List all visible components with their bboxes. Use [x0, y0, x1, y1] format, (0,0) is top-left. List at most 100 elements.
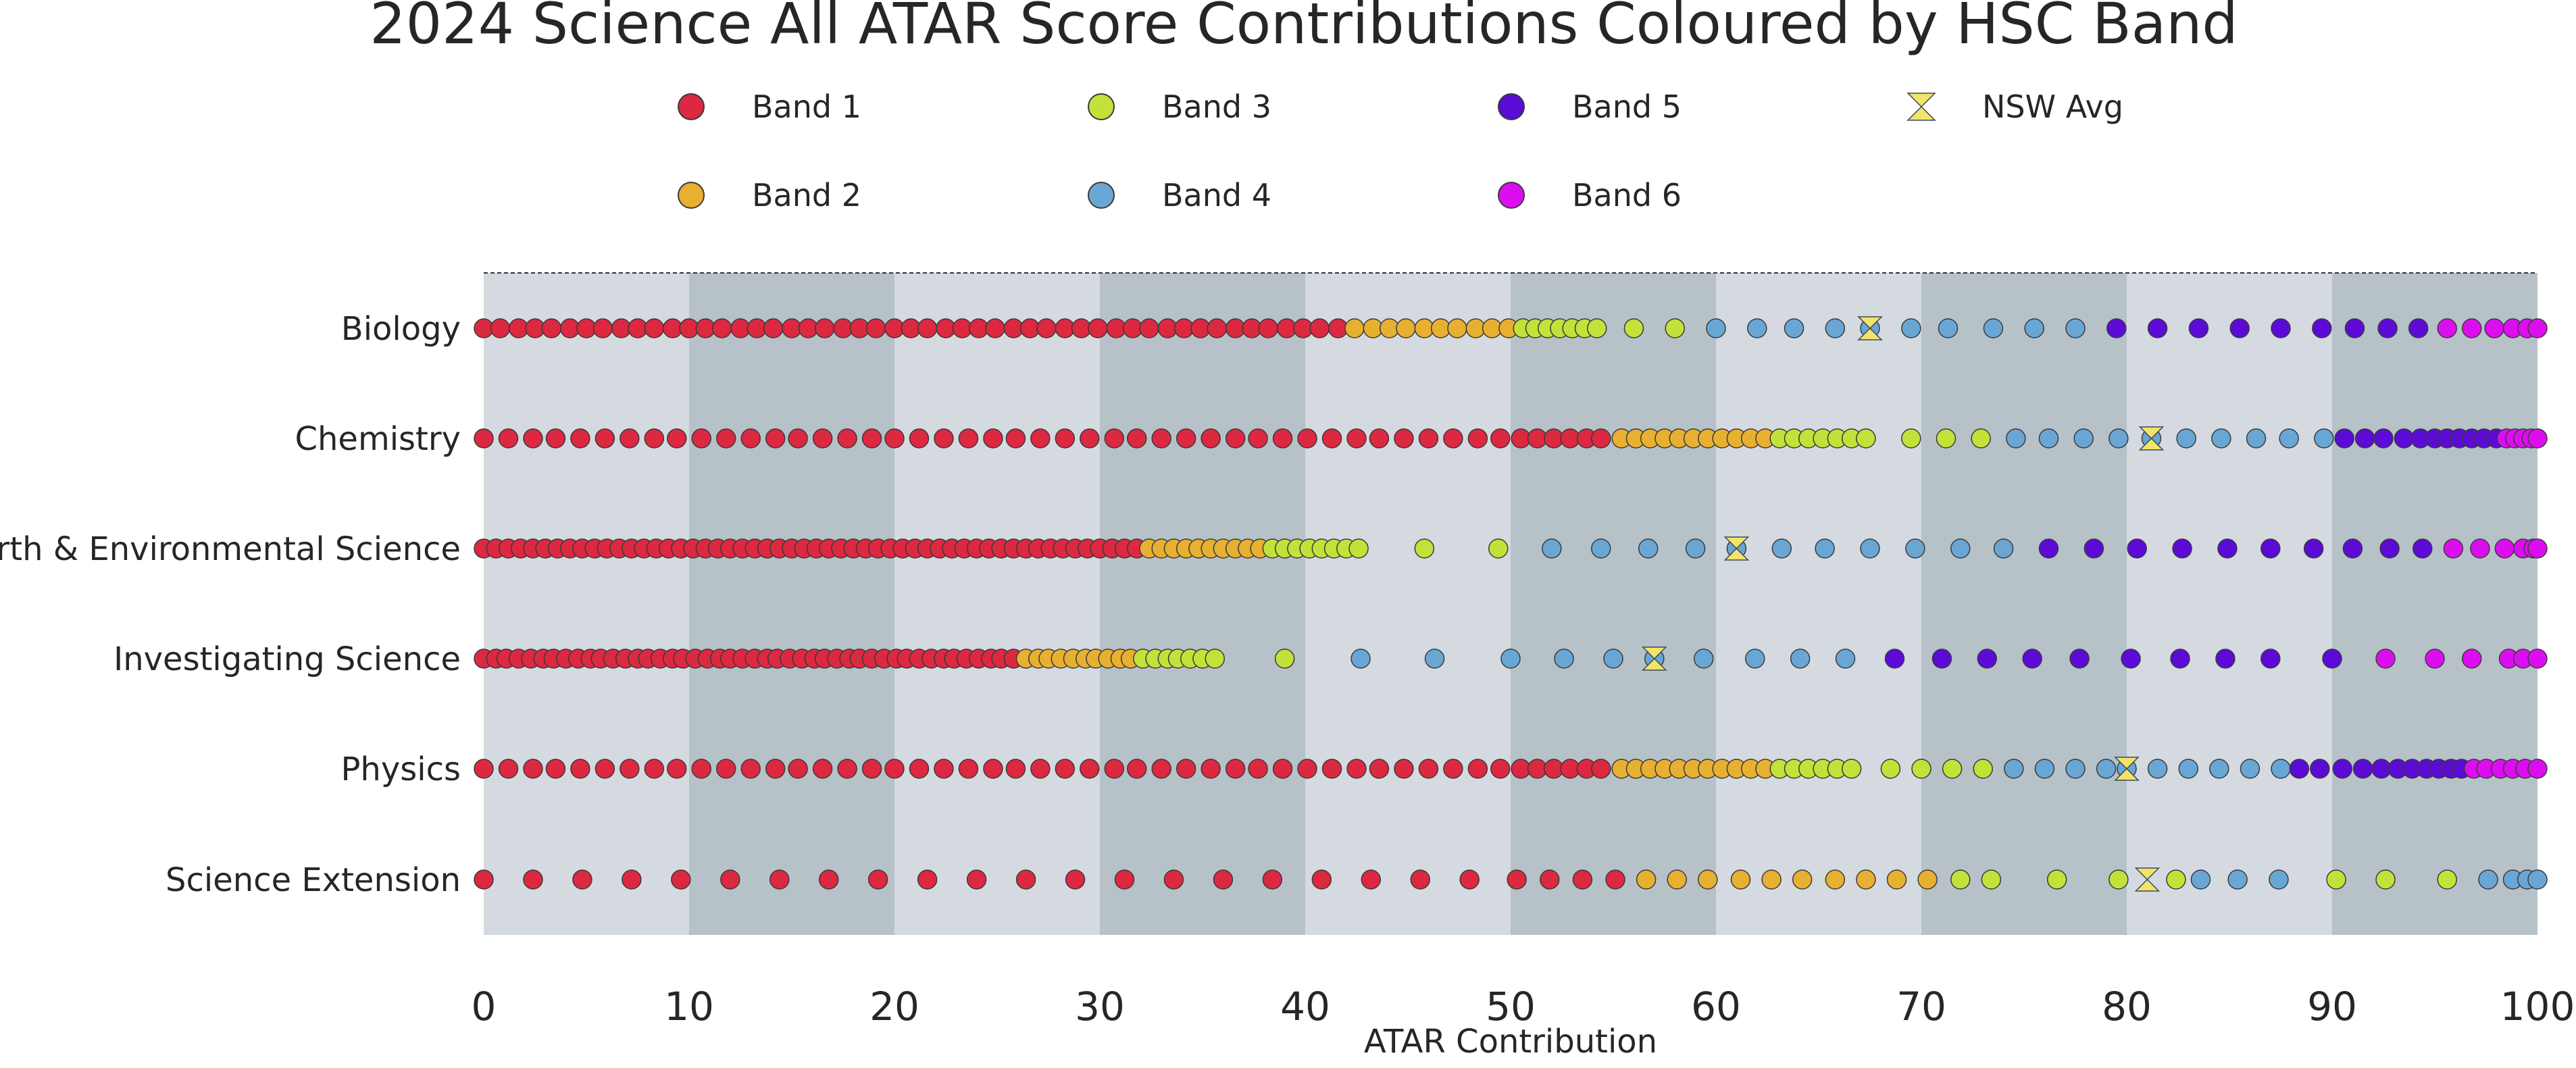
data-point: [1572, 869, 1593, 890]
data-point: [909, 428, 930, 449]
data-point: [474, 428, 494, 449]
data-point: [711, 318, 732, 338]
data-point: [2289, 759, 2310, 779]
data-point: [2303, 538, 2324, 559]
data-point: [1346, 759, 1367, 779]
background-band: [1716, 273, 1921, 935]
nsw-avg-marker: [1641, 646, 1667, 671]
data-point: [2166, 869, 2186, 890]
data-point: [1591, 759, 1611, 779]
data-point: [1443, 428, 1463, 449]
data-point: [1490, 759, 1511, 779]
data-point: [2240, 759, 2261, 779]
data-point: [2527, 869, 2548, 890]
data-point: [740, 759, 761, 779]
x-tick-label: 30: [1075, 984, 1125, 1029]
data-point: [2190, 869, 2211, 890]
data-point: [1225, 428, 1246, 449]
data-point: [1886, 869, 1907, 890]
data-point: [1030, 428, 1051, 449]
data-point: [2106, 318, 2127, 338]
data-point: [2470, 538, 2490, 559]
data-point: [1005, 759, 1026, 779]
data-point: [2004, 759, 2024, 779]
data-point: [1467, 759, 1488, 779]
data-point: [1665, 318, 1685, 338]
data-point: [1369, 428, 1390, 449]
data-point: [523, 759, 543, 779]
category-label: Chemistry: [295, 420, 461, 458]
x-axis-ticks: 0 10 20 30 40 50 60 70 80 90 100: [472, 984, 2575, 1029]
data-point: [2375, 649, 2396, 669]
data-point: [1176, 428, 1196, 449]
data-point: [985, 318, 1005, 338]
data-point: [1977, 649, 1998, 669]
background-band: [894, 273, 1100, 935]
category-label: Biology: [341, 310, 461, 348]
data-point: [1139, 318, 1159, 338]
data-point: [2178, 759, 2198, 779]
data-point: [2314, 428, 2334, 449]
data-point: [1488, 538, 1509, 559]
data-point: [2065, 318, 2086, 338]
data-point: [1981, 869, 2002, 890]
data-point: [1911, 759, 1931, 779]
legend-marker: [678, 182, 705, 209]
data-point: [1055, 759, 1076, 779]
nsw-avg-marker: [2138, 426, 2165, 451]
data-point: [1905, 538, 1925, 559]
x-tick-label: 100: [2500, 984, 2575, 1029]
data-point: [671, 869, 691, 890]
data-point: [644, 759, 665, 779]
data-point: [1055, 428, 1076, 449]
data-point: [2413, 538, 2433, 559]
data-point: [1540, 869, 1560, 890]
data-point: [545, 428, 566, 449]
data-point: [1414, 538, 1435, 559]
data-point: [2073, 428, 2094, 449]
data-point: [1880, 759, 1901, 779]
data-point: [523, 428, 543, 449]
data-point: [1467, 428, 1488, 449]
category-label: Earth & Environmental Science: [0, 530, 461, 568]
data-point: [1603, 649, 1623, 669]
data-point: [1841, 759, 1862, 779]
data-point: [1694, 649, 1714, 669]
data-point: [2271, 759, 2291, 779]
data-point: [1825, 318, 1846, 338]
data-point: [1931, 649, 1952, 669]
data-point: [1248, 428, 1268, 449]
data-point: [1163, 869, 1184, 890]
data-point: [1344, 318, 1365, 338]
data-point: [1005, 428, 1026, 449]
data-point: [2108, 428, 2129, 449]
background-band: [484, 273, 689, 935]
data-point: [2437, 318, 2457, 338]
legend-label: NSW Avg: [1982, 88, 2123, 125]
data-point: [1507, 869, 1527, 890]
data-point: [2271, 318, 2291, 338]
data-point: [2461, 649, 2482, 669]
data-point: [1636, 869, 1657, 890]
data-point: [1591, 428, 1611, 449]
data-point: [1015, 869, 1036, 890]
data-point: [1311, 869, 1332, 890]
data-point: [2246, 428, 2267, 449]
data-point: [541, 318, 562, 338]
data-point: [1698, 869, 1718, 890]
data-point: [2046, 869, 2067, 890]
data-point: [2069, 649, 2090, 669]
data-point: [1394, 428, 1414, 449]
data-point: [2261, 649, 2281, 669]
data-point: [2425, 649, 2445, 669]
data-point: [644, 428, 665, 449]
data-point: [2108, 869, 2129, 890]
data-point: [1936, 428, 1956, 449]
data-point: [1623, 318, 1644, 338]
data-point: [1369, 759, 1390, 779]
data-point: [763, 318, 784, 338]
background-band: [1921, 273, 2127, 935]
data-point: [498, 428, 519, 449]
data-point: [958, 428, 979, 449]
